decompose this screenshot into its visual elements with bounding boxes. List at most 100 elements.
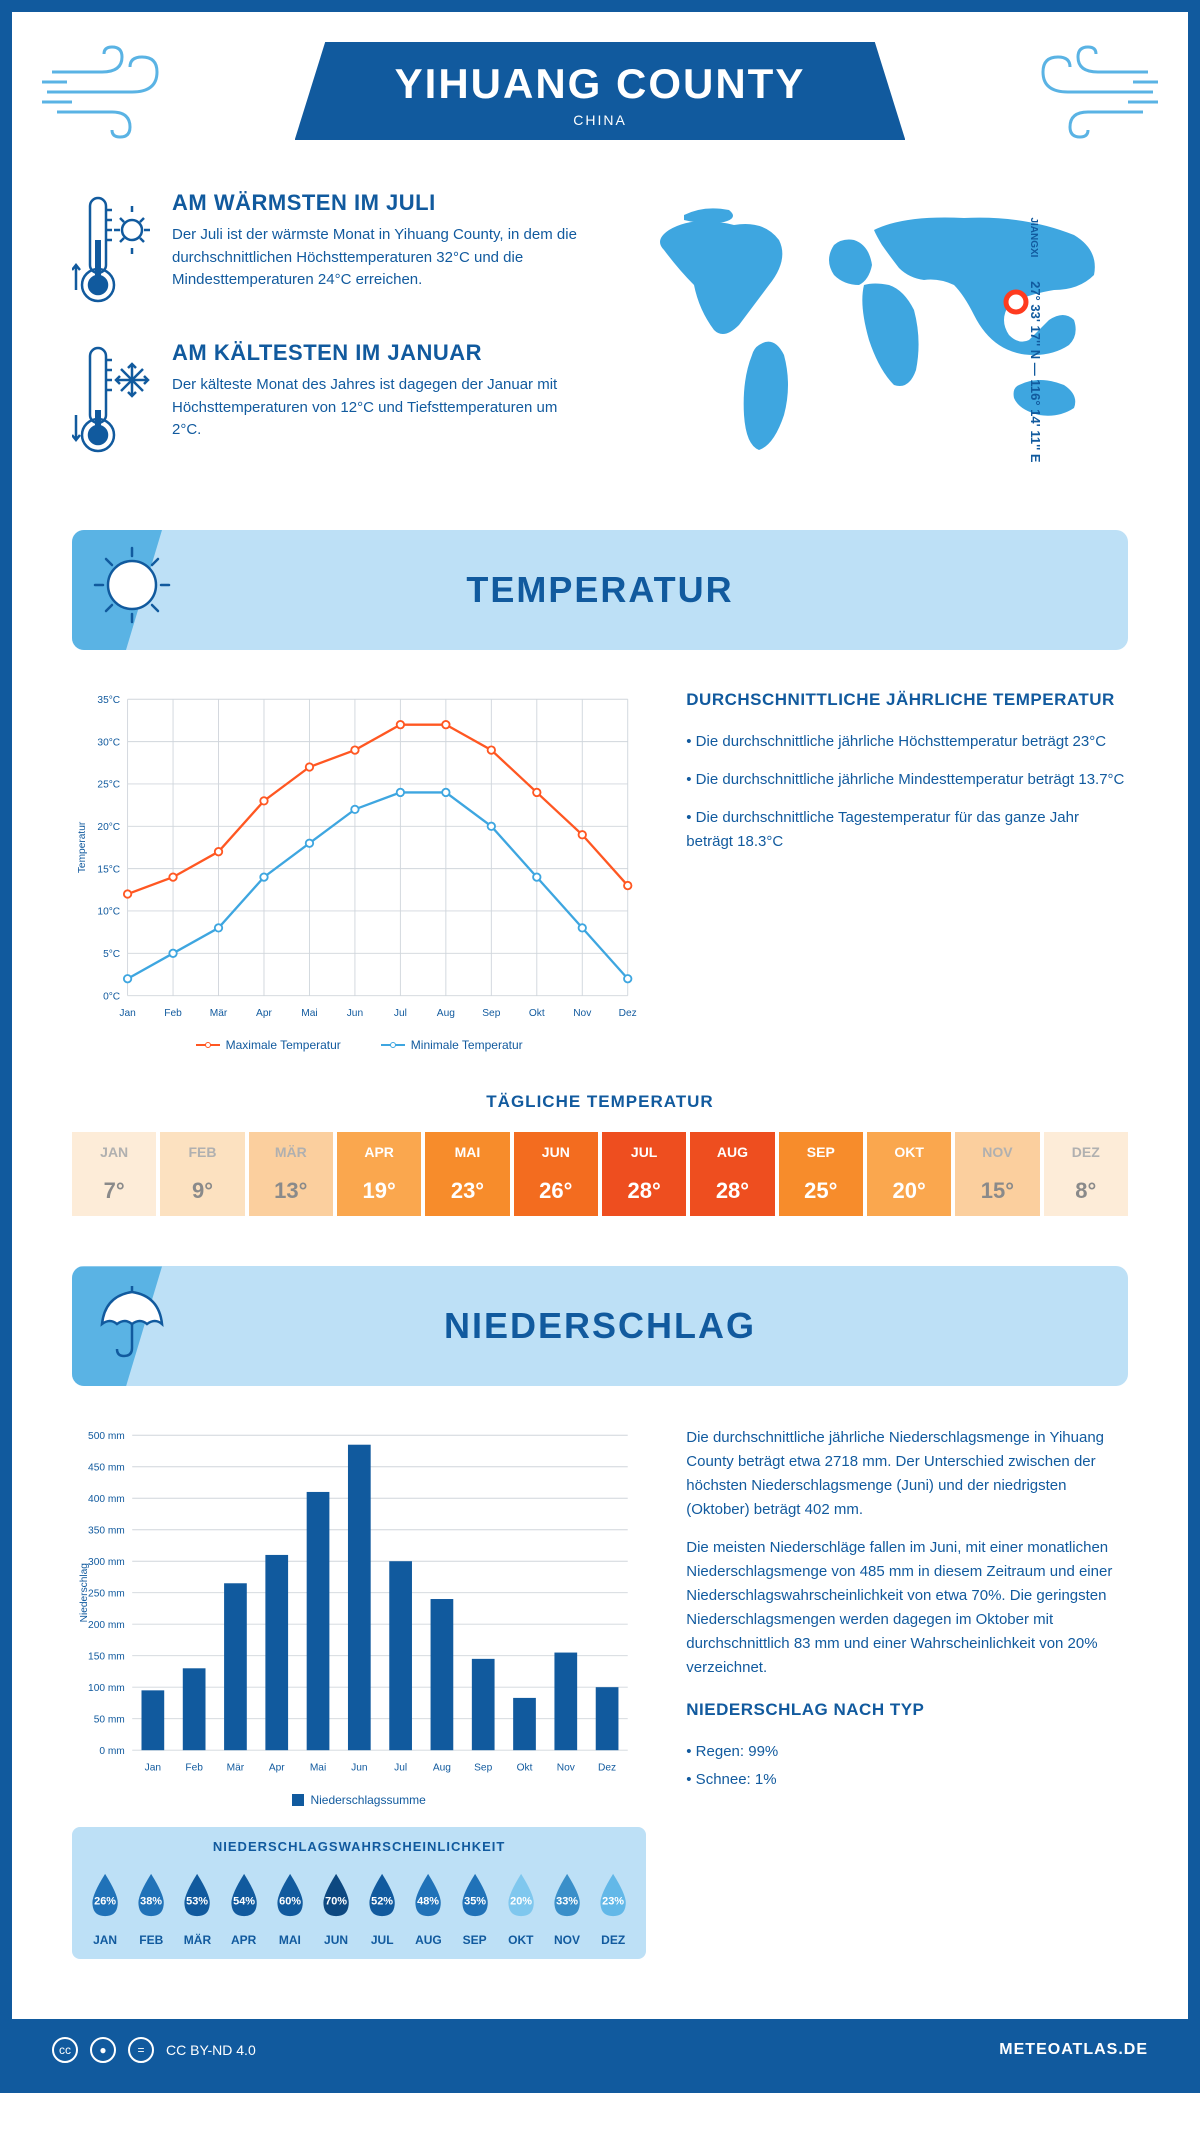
header: YIHUANG COUNTY CHINA (12, 12, 1188, 160)
footer-site: METEOATLAS.DE (999, 2041, 1148, 2059)
drop-col: 60% MAI (269, 1866, 311, 1947)
drop-col: 20% OKT (500, 1866, 542, 1947)
svg-text:300 mm: 300 mm (88, 1557, 125, 1568)
coldest-text: AM KÄLTESTEN IM JANUAR Der kälteste Mona… (172, 340, 580, 460)
content: AM WÄRMSTEN IM JULI Der Juli ist der wär… (12, 160, 1188, 2019)
svg-text:100 mm: 100 mm (88, 1683, 125, 1694)
wind-icon-left (42, 42, 182, 142)
svg-text:400 mm: 400 mm (88, 1494, 125, 1505)
svg-text:Jan: Jan (145, 1763, 161, 1774)
daily-temp-title: TÄGLICHE TEMPERATUR (72, 1092, 1128, 1112)
coords-value: 27° 33' 17'' N — 116° 14' 11'' E (1028, 281, 1043, 462)
precip-banner: NIEDERSCHLAG (72, 1266, 1128, 1386)
svg-text:Apr: Apr (256, 1008, 272, 1019)
heat-cell: SEP25° (779, 1132, 863, 1216)
svg-text:Nov: Nov (557, 1763, 576, 1774)
svg-text:35%: 35% (464, 1896, 486, 1908)
sun-icon (87, 540, 177, 630)
drop-col: 54% APR (223, 1866, 265, 1947)
heat-cell: JUN26° (514, 1132, 598, 1216)
svg-text:150 mm: 150 mm (88, 1652, 125, 1663)
svg-text:20°C: 20°C (97, 822, 120, 833)
by-icon: ● (90, 2037, 116, 2063)
license-text: CC BY-ND 4.0 (166, 2042, 256, 2058)
precip-snow: • Schnee: 1% (686, 1768, 1128, 1792)
temp-line-chart: 0°C5°C10°C15°C20°C25°C30°C35°CJanFebMärA… (72, 690, 646, 1052)
heat-cell: APR19° (337, 1132, 421, 1216)
precip-chart-row: 0 mm50 mm100 mm150 mm200 mm250 mm300 mm3… (72, 1426, 1128, 1959)
wind-icon-right (1018, 42, 1158, 142)
page-container: YIHUANG COUNTY CHINA (0, 0, 1200, 2093)
precip-drops-row: 26% JAN 38% FEB 53% MÄR 54% APR 60% MAI … (84, 1866, 634, 1947)
svg-text:52%: 52% (371, 1896, 393, 1908)
warmest-block: AM WÄRMSTEN IM JULI Der Juli ist der wär… (72, 190, 580, 310)
legend-min-label: Minimale Temperatur (411, 1038, 523, 1052)
temp-info: DURCHSCHNITTLICHE JÄHRLICHE TEMPERATUR •… (686, 690, 1128, 1052)
drop-col: 52% JUL (361, 1866, 403, 1947)
region-label: JIANGXI (1028, 217, 1039, 257)
precip-bar-chart: 0 mm50 mm100 mm150 mm200 mm250 mm300 mm3… (72, 1426, 646, 1959)
svg-text:Sep: Sep (482, 1008, 500, 1019)
daily-temp-heatmap: JAN7°FEB9°MÄR13°APR19°MAI23°JUN26°JUL28°… (72, 1132, 1128, 1216)
temp-bullet-2: • Die durchschnittliche Tagestemperatur … (686, 806, 1128, 854)
heat-cell: MÄR13° (249, 1132, 333, 1216)
svg-text:Jun: Jun (351, 1763, 367, 1774)
svg-text:5°C: 5°C (103, 949, 120, 960)
temp-chart-row: 0°C5°C10°C15°C20°C25°C30°C35°CJanFebMärA… (72, 690, 1128, 1052)
svg-text:20%: 20% (510, 1896, 532, 1908)
drop-col: 48% AUG (407, 1866, 449, 1947)
svg-text:48%: 48% (417, 1896, 439, 1908)
svg-text:Feb: Feb (185, 1763, 203, 1774)
precip-type-title: NIEDERSCHLAG NACH TYP (686, 1700, 1128, 1720)
thermometer-cold-icon (72, 340, 152, 460)
world-map (620, 190, 1128, 470)
temp-bullet-0: • Die durchschnittliche jährliche Höchst… (686, 730, 1128, 754)
drop-col: 33% NOV (546, 1866, 588, 1947)
temp-info-title: DURCHSCHNITTLICHE JÄHRLICHE TEMPERATUR (686, 690, 1128, 710)
coldest-desc: Der kälteste Monat des Jahres ist dagege… (172, 374, 580, 442)
svg-text:500 mm: 500 mm (88, 1431, 125, 1442)
svg-text:Okt: Okt (517, 1763, 533, 1774)
precip-p1: Die durchschnittliche jährliche Niedersc… (686, 1426, 1128, 1522)
heat-cell: JUL28° (602, 1132, 686, 1216)
heat-cell: OKT20° (867, 1132, 951, 1216)
svg-text:Mär: Mär (227, 1763, 245, 1774)
temp-legend: Maximale Temperatur Minimale Temperatur (72, 1038, 646, 1052)
temp-section-title: TEMPERATUR (466, 569, 733, 611)
svg-text:70%: 70% (325, 1896, 347, 1908)
svg-text:Okt: Okt (529, 1008, 545, 1019)
svg-text:25°C: 25°C (97, 780, 120, 791)
precip-legend: Niederschlagssumme (72, 1793, 646, 1807)
svg-text:Jun: Jun (347, 1008, 363, 1019)
legend-min: Minimale Temperatur (381, 1038, 523, 1052)
legend-precip-label: Niederschlagssumme (310, 1793, 425, 1807)
svg-text:250 mm: 250 mm (88, 1589, 125, 1600)
svg-text:Aug: Aug (437, 1008, 455, 1019)
svg-text:15°C: 15°C (97, 864, 120, 875)
precip-section-title: NIEDERSCHLAG (444, 1305, 756, 1347)
heat-cell: NOV15° (955, 1132, 1039, 1216)
svg-text:Temperatur: Temperatur (77, 821, 88, 873)
svg-text:23%: 23% (602, 1896, 624, 1908)
svg-text:38%: 38% (140, 1896, 162, 1908)
warmest-title: AM WÄRMSTEN IM JULI (172, 190, 580, 216)
temperature-banner: TEMPERATUR (72, 530, 1128, 650)
svg-text:200 mm: 200 mm (88, 1620, 125, 1631)
svg-text:30°C: 30°C (97, 737, 120, 748)
precip-p2: Die meisten Niederschläge fallen im Juni… (686, 1536, 1128, 1680)
coordinates: JIANGXI 27° 33' 17'' N — 116° 14' 11'' E (1028, 217, 1043, 462)
svg-text:Mär: Mär (210, 1008, 228, 1019)
cc-icon: cc (52, 2037, 78, 2063)
precip-info: Die durchschnittliche jährliche Niedersc… (686, 1426, 1128, 1959)
drop-col: 23% DEZ (592, 1866, 634, 1947)
map-col: JIANGXI 27° 33' 17'' N — 116° 14' 11'' E (620, 190, 1128, 490)
legend-precip: Niederschlagssumme (292, 1793, 425, 1807)
svg-text:35°C: 35°C (97, 695, 120, 706)
svg-text:Mai: Mai (301, 1008, 317, 1019)
warmest-desc: Der Juli ist der wärmste Monat in Yihuan… (172, 224, 580, 292)
svg-text:60%: 60% (279, 1896, 301, 1908)
coldest-block: AM KÄLTESTEN IM JANUAR Der kälteste Mona… (72, 340, 580, 460)
heat-cell: AUG28° (690, 1132, 774, 1216)
svg-text:54%: 54% (233, 1896, 255, 1908)
svg-text:Sep: Sep (474, 1763, 492, 1774)
